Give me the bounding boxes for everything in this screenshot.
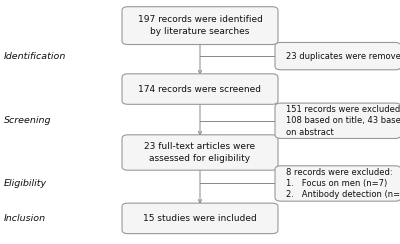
Text: 23 full-text articles were
assessed for eligibility: 23 full-text articles were assessed for … — [144, 142, 256, 163]
Text: 15 studies were included: 15 studies were included — [143, 214, 257, 223]
Text: 151 records were excluded:
108 based on title, 43 based
on abstract: 151 records were excluded: 108 based on … — [286, 105, 400, 137]
FancyBboxPatch shape — [275, 42, 400, 70]
FancyBboxPatch shape — [122, 7, 278, 44]
FancyBboxPatch shape — [122, 203, 278, 234]
Text: Screening: Screening — [4, 116, 52, 125]
Text: 8 records were excluded:
1.   Focus on men (n=7)
2.   Antibody detection (n=1): 8 records were excluded: 1. Focus on men… — [286, 168, 400, 199]
FancyBboxPatch shape — [122, 135, 278, 170]
Text: 197 records were identified
by literature searches: 197 records were identified by literatur… — [138, 15, 262, 36]
Text: 23 duplicates were removed: 23 duplicates were removed — [286, 52, 400, 61]
FancyBboxPatch shape — [275, 166, 400, 201]
Text: Identification: Identification — [4, 52, 66, 61]
FancyBboxPatch shape — [122, 74, 278, 104]
Text: Eligibility: Eligibility — [4, 179, 47, 188]
Text: Inclusion: Inclusion — [4, 214, 46, 223]
FancyBboxPatch shape — [275, 103, 400, 138]
Text: 174 records were screened: 174 records were screened — [138, 85, 262, 93]
